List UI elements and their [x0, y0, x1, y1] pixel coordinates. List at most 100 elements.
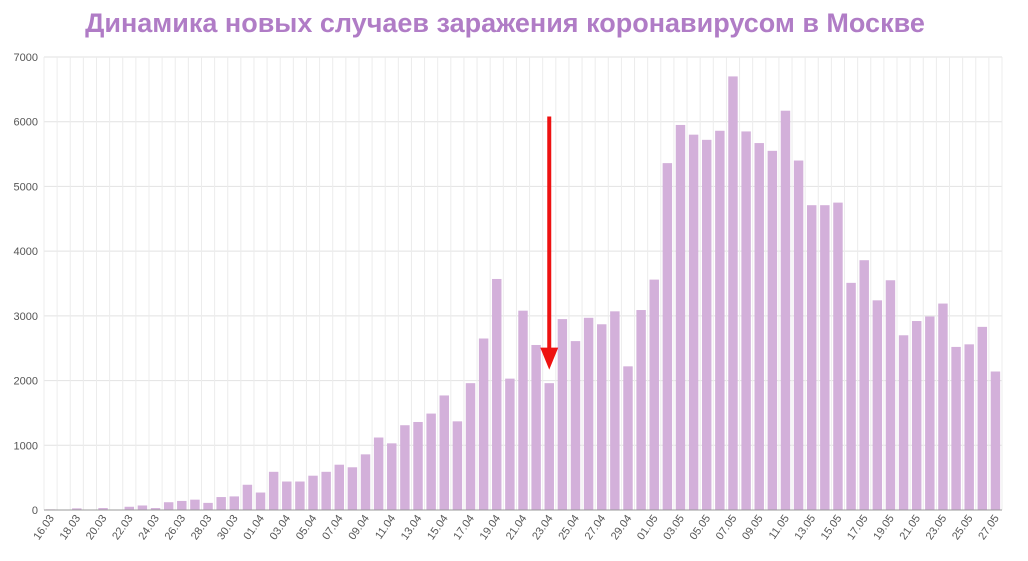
bar-27.05: [990, 371, 1001, 510]
bar-16.04: [452, 421, 463, 510]
x-tick-label: 23.04: [530, 513, 556, 542]
bars-layer: [45, 76, 1001, 511]
bar-21.05: [911, 321, 922, 510]
bar-03.04: [282, 481, 292, 510]
bar-11.04: [387, 443, 397, 510]
bar-17.04: [465, 383, 476, 510]
x-tick-label: 19.05: [871, 513, 897, 542]
x-tick-label: 27.04: [583, 513, 609, 542]
x-tick-label: 25.04: [556, 513, 582, 542]
bar-10.04: [373, 437, 384, 510]
bar-27.03: [190, 499, 200, 510]
x-tick-label: 07.04: [320, 513, 346, 542]
x-tick-label: 30.03: [215, 513, 241, 542]
bar-14.05: [820, 205, 830, 510]
bar-16.05: [846, 282, 856, 510]
x-tick-label: 07.05: [714, 513, 740, 542]
bar-05.04: [308, 475, 318, 510]
bar-29.03: [216, 497, 226, 510]
bar-01.05: [649, 279, 659, 510]
bar-25.05: [964, 344, 974, 510]
bar-12.04: [400, 425, 410, 510]
bar-02.04: [268, 471, 279, 510]
bar-18.04: [478, 338, 489, 510]
x-tick-label: 13.04: [399, 513, 425, 542]
bar-26.05: [977, 326, 988, 510]
bar-15.05: [833, 202, 843, 510]
x-tick-label: 03.05: [661, 513, 687, 542]
y-tick-label: 6000: [14, 117, 38, 129]
bar-19.04: [492, 278, 502, 510]
bar-04.05: [688, 134, 699, 510]
bar-28.04: [610, 311, 620, 510]
x-tick-label: 15.05: [819, 513, 845, 542]
bar-31.03: [242, 484, 253, 510]
x-tick-label: 17.05: [845, 513, 871, 542]
bar-17.05: [859, 260, 869, 510]
y-tick-label: 4000: [14, 246, 38, 258]
bar-01.04: [255, 492, 266, 510]
bar-24.03: [150, 508, 161, 510]
x-tick-label: 05.04: [294, 513, 320, 542]
bar-22.04: [531, 344, 541, 510]
bar-08.05: [741, 131, 751, 510]
y-tick-label: 5000: [14, 181, 38, 193]
x-tick-label: 24.03: [136, 513, 162, 542]
x-tick-label: 21.05: [898, 513, 924, 542]
x-tick-label: 29.04: [609, 513, 635, 542]
bar-19.05: [885, 280, 896, 510]
x-tick-label: 28.03: [189, 513, 215, 542]
x-tick-label: 01.05: [635, 513, 661, 542]
bar-07.05: [728, 76, 738, 511]
bar-18.05: [872, 300, 883, 510]
y-tick-label: 3000: [14, 311, 38, 323]
y-tick-label: 7000: [14, 52, 38, 64]
x-tick-label: 09.04: [346, 513, 372, 542]
x-tick-label: 21.04: [504, 513, 530, 542]
bar-06.05: [715, 130, 725, 510]
bar-22.03: [124, 506, 135, 510]
x-tick-label: 20.03: [84, 513, 110, 542]
x-tick-label: 25.05: [950, 513, 976, 542]
bar-14.04: [426, 413, 436, 510]
bar-06.04: [321, 471, 331, 510]
bar-26.03: [177, 500, 187, 510]
annotation-arrow-head: [540, 347, 559, 370]
bar-11.05: [780, 110, 791, 510]
x-tick-label: 13.05: [793, 513, 819, 542]
bar-26.04: [583, 317, 594, 510]
x-tick-label: 22.03: [110, 513, 136, 542]
x-tick-label: 16.03: [31, 513, 57, 542]
bar-03.05: [675, 124, 686, 510]
x-tick-label: 05.05: [688, 513, 714, 542]
annotation-layer: [540, 116, 559, 370]
bar-02.05: [662, 163, 673, 511]
x-tick-label: 18.03: [58, 513, 84, 542]
bar-20.05: [898, 335, 909, 510]
bar-21.04: [518, 310, 528, 510]
bar-09.04: [360, 454, 371, 510]
x-tick-label: 19.04: [478, 513, 504, 542]
bar-22.05: [925, 316, 935, 510]
x-tick-label: 26.03: [163, 513, 189, 542]
y-tick-label: 1000: [14, 440, 38, 452]
bar-23.05: [938, 303, 948, 510]
bar-15.04: [439, 395, 449, 510]
bar-05.05: [702, 139, 712, 510]
bar-23.04: [544, 383, 554, 510]
x-tick-label: 03.04: [268, 513, 294, 542]
x-tick-label: 01.04: [241, 513, 267, 542]
bar-24.05: [951, 346, 961, 510]
x-tick-label: 11.04: [373, 513, 398, 542]
bar-29.04: [623, 366, 633, 510]
x-tick-label: 09.05: [740, 513, 766, 542]
bar-25.04: [570, 341, 581, 510]
bar-18.03: [72, 508, 82, 510]
y-tick-label: 0: [32, 505, 38, 517]
bar-07.04: [334, 464, 344, 510]
bar-30.04: [636, 310, 646, 510]
bar-13.04: [413, 421, 423, 510]
bar-27.04: [597, 324, 607, 510]
bar-23.03: [137, 505, 148, 510]
